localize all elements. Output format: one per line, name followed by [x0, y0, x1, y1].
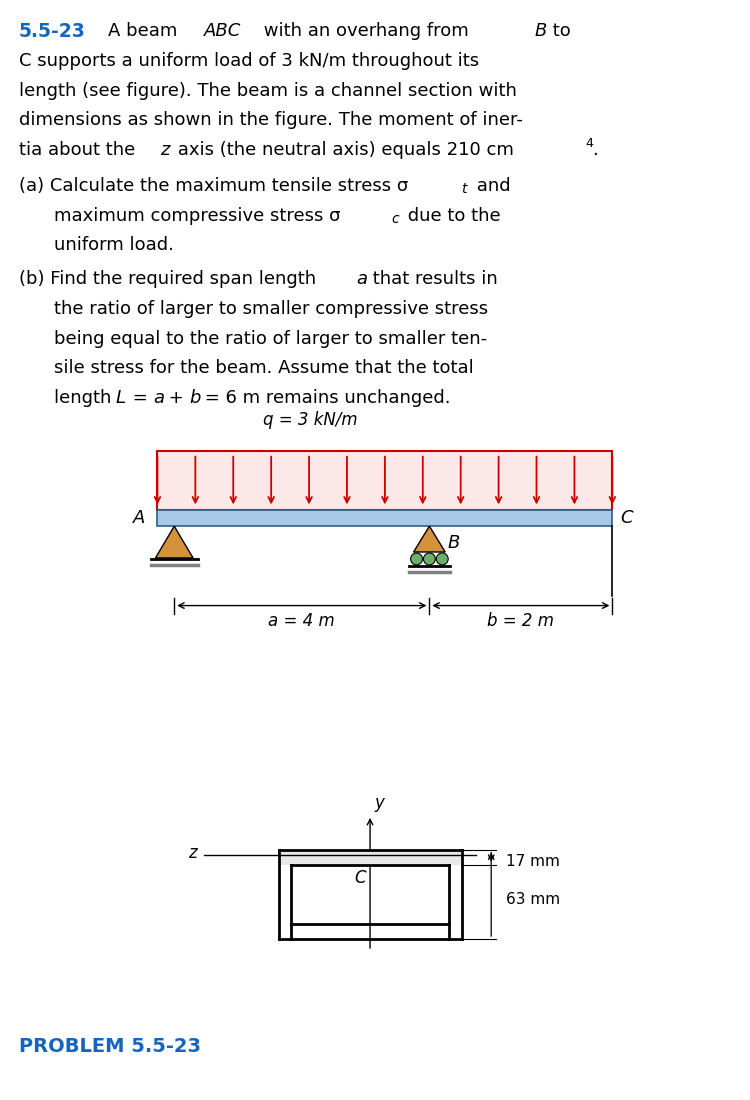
Text: and: and [471, 177, 511, 195]
Text: 5.5-23: 5.5-23 [19, 22, 86, 41]
Text: with an overhang from: with an overhang from [258, 22, 475, 40]
Text: axis (the neutral axis) equals 210 cm: axis (the neutral axis) equals 210 cm [172, 141, 514, 160]
Text: z: z [188, 844, 196, 862]
Text: 63 mm: 63 mm [506, 892, 560, 906]
Text: a: a [356, 271, 368, 288]
Text: C: C [620, 509, 633, 527]
Text: L: L [116, 389, 126, 407]
Text: A: A [134, 509, 146, 527]
Text: =: = [127, 389, 153, 407]
Text: due to the: due to the [402, 207, 500, 224]
Text: maximum compressive stress σ: maximum compressive stress σ [53, 207, 340, 224]
Text: B: B [534, 22, 547, 40]
Polygon shape [155, 526, 193, 558]
Text: length: length [53, 389, 117, 407]
Text: .: . [592, 141, 598, 160]
Bar [158, 510, 612, 526]
Text: being equal to the ratio of larger to smaller ten-: being equal to the ratio of larger to sm… [53, 330, 487, 348]
Text: sile stress for the beam. Assume that the total: sile stress for the beam. Assume that th… [53, 360, 473, 377]
Text: length (see figure). The beam is a channel section with: length (see figure). The beam is a chann… [19, 81, 517, 100]
Text: B: B [447, 535, 460, 552]
Text: C supports a uniform load of 3 kN/m throughout its: C supports a uniform load of 3 kN/m thro… [19, 52, 479, 69]
Text: tia about the: tia about the [19, 141, 141, 160]
Bar [278, 849, 461, 865]
Text: to: to [547, 22, 571, 40]
Circle shape [424, 553, 435, 565]
Circle shape [410, 553, 422, 565]
Text: C: C [354, 869, 366, 887]
Text: (a) Calculate the maximum tensile stress σ: (a) Calculate the maximum tensile stress… [19, 177, 408, 195]
Text: PROBLEM 5.5-23: PROBLEM 5.5-23 [19, 1037, 201, 1056]
Text: y: y [374, 794, 384, 812]
Text: ABC: ABC [204, 22, 242, 40]
Circle shape [436, 553, 448, 565]
Text: = 6 m remains unchanged.: = 6 m remains unchanged. [199, 389, 451, 407]
Text: c: c [392, 211, 400, 226]
Text: a = 4 m: a = 4 m [268, 612, 335, 629]
Text: b: b [189, 389, 200, 407]
Bar [158, 451, 612, 510]
Polygon shape [413, 526, 446, 552]
Text: 17 mm: 17 mm [506, 854, 560, 869]
Text: t: t [461, 182, 466, 196]
Text: (b) Find the required span length: (b) Find the required span length [19, 271, 322, 288]
Text: 4: 4 [586, 138, 593, 151]
Text: q = 3 kN/m: q = 3 kN/m [263, 411, 358, 429]
Text: z: z [160, 141, 170, 160]
Text: A beam: A beam [108, 22, 183, 40]
Text: +: + [164, 389, 190, 407]
Text: dimensions as shown in the figure. The moment of iner-: dimensions as shown in the figure. The m… [19, 111, 523, 130]
Text: uniform load.: uniform load. [53, 236, 173, 254]
Text: a: a [154, 389, 164, 407]
Text: b = 2 m: b = 2 m [488, 612, 554, 629]
Text: the ratio of larger to smaller compressive stress: the ratio of larger to smaller compressi… [53, 300, 488, 318]
Text: that results in: that results in [367, 271, 498, 288]
